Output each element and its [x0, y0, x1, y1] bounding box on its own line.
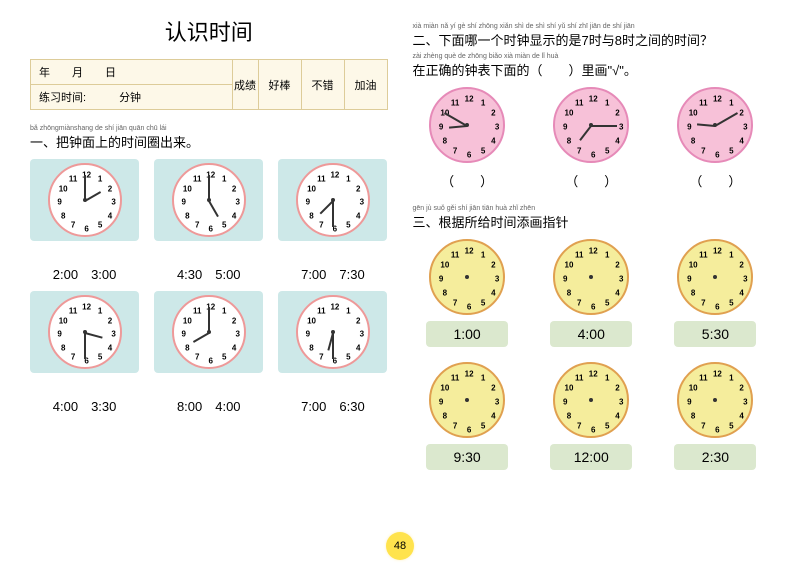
clock-q2: 121234567891011（ ） — [661, 87, 770, 190]
time-label: 9:30 — [426, 444, 508, 470]
clock-q1: 121234567891011 — [154, 159, 263, 241]
info-table: 年 月 日 练习时间: 分钟 成绩 好棒 不错 加油 — [30, 59, 388, 110]
time-options[interactable]: 7:00 6:30 — [278, 396, 387, 415]
clock-q1: 121234567891011 — [278, 159, 387, 241]
answer-paren[interactable]: （ ） — [689, 171, 741, 190]
time-options[interactable]: 4:30 5:00 — [154, 264, 263, 283]
section3-title: gēn jù suǒ gěi shí jiān tiān huà zhǐ zhē… — [413, 205, 771, 231]
section2-title: xià miàn nǎ yí gè shí zhōng xiǎn shì de … — [413, 23, 771, 79]
answer-paren[interactable]: （ ） — [565, 171, 617, 190]
clock-q1: 121234567891011 — [278, 291, 387, 373]
time-options[interactable]: 8:00 4:00 — [154, 396, 263, 415]
time-label: 4:00 — [550, 321, 632, 347]
clock-q2: 121234567891011（ ） — [413, 87, 522, 190]
clock-q3[interactable]: 1212345678910114:00 — [537, 239, 646, 347]
clock-q1: 121234567891011 — [30, 159, 139, 241]
time-label: 5:30 — [674, 321, 756, 347]
page-title: 认识时间 — [30, 15, 388, 47]
clock-q1: 121234567891011 — [154, 291, 263, 373]
clock-q3[interactable]: 1212345678910115:30 — [661, 239, 770, 347]
section1-title: bǎ zhōngmiànshang de shí jiān quān chū l… — [30, 125, 388, 151]
clock-q3[interactable]: 1212345678910112:30 — [661, 362, 770, 470]
clock-q3[interactable]: 1212345678910119:30 — [413, 362, 522, 470]
time-label: 12:00 — [550, 444, 632, 470]
time-options[interactable]: 4:00 3:30 — [30, 396, 139, 415]
answer-paren[interactable]: （ ） — [441, 171, 493, 190]
time-options[interactable]: 7:00 7:30 — [278, 264, 387, 283]
time-label: 1:00 — [426, 321, 508, 347]
time-options[interactable]: 2:00 3:00 — [30, 264, 139, 283]
clock-q3[interactable]: 12123456789101112:00 — [537, 362, 646, 470]
page-number: 48 — [388, 534, 412, 558]
clock-q3[interactable]: 1212345678910111:00 — [413, 239, 522, 347]
clock-q1: 121234567891011 — [30, 291, 139, 373]
clock-q2: 121234567891011（ ） — [537, 87, 646, 190]
time-label: 2:30 — [674, 444, 756, 470]
